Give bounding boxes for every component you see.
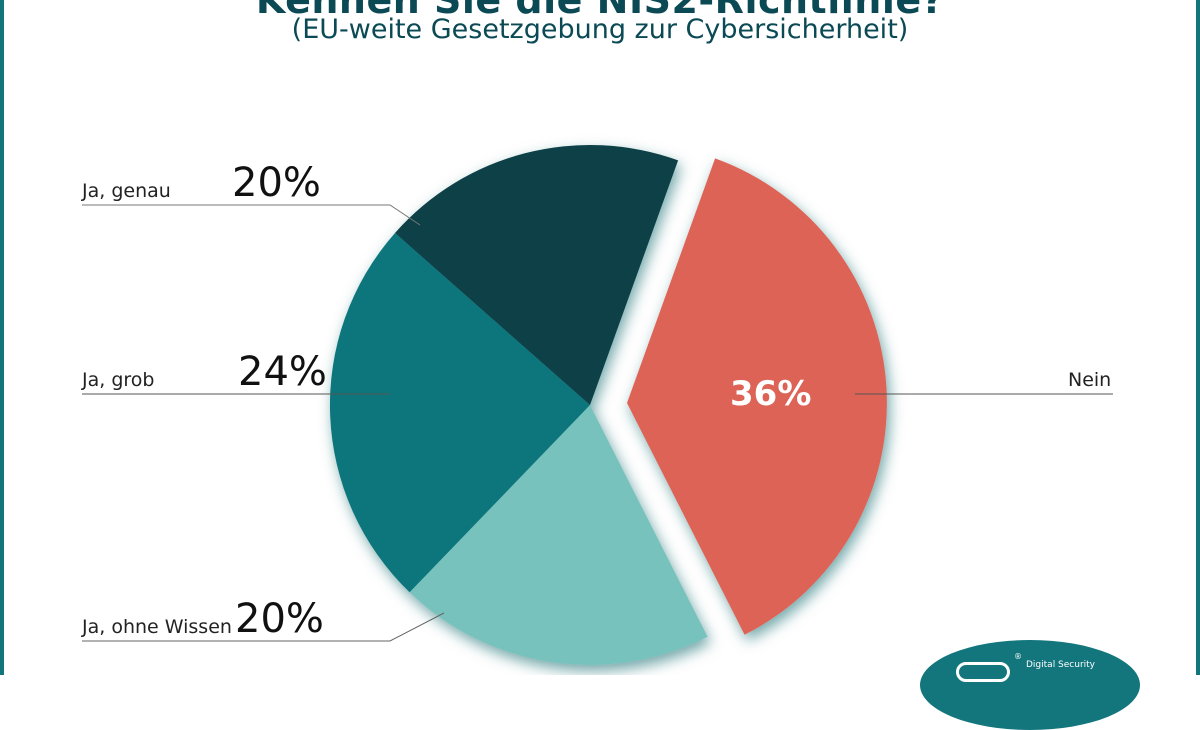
value-ja-ohne-wissen: 20%: [235, 596, 324, 642]
eset-logo: ® Digital Security: [920, 640, 1140, 730]
chart-subtitle: (EU-weite Gesetzgebung zur Cybersicherhe…: [291, 14, 909, 45]
slice-nein: [627, 158, 887, 635]
registered-mark: ®: [1014, 652, 1022, 661]
label-nein: Nein: [1068, 369, 1112, 391]
label-ja-ohne-wissen: Ja, ohne Wissen: [82, 616, 232, 638]
slice-ja-genau: [395, 145, 679, 406]
value-nein: 36%: [730, 374, 812, 414]
leader-line-ja-ohne-wissen: [82, 612, 445, 642]
left-border: [0, 0, 4, 675]
pie-chart: [82, 145, 1113, 665]
chart-title: Kennen Sie die NIS2-Richtlinie?: [255, 0, 945, 22]
label-ja-genau: Ja, genau: [82, 180, 171, 202]
slice-ja-ohne-wissen: [409, 405, 708, 665]
value-ja-grob: 24%: [238, 349, 327, 395]
label-ja-grob: Ja, grob: [82, 369, 155, 391]
logo-tagline: Digital Security: [1026, 660, 1096, 670]
right-border: [1196, 0, 1200, 675]
slice-ja-grob: [329, 233, 590, 593]
value-ja-genau: 20%: [232, 160, 321, 206]
leader-line-ja-genau: [82, 204, 421, 226]
eset-logo-mark-icon: [956, 662, 1010, 682]
